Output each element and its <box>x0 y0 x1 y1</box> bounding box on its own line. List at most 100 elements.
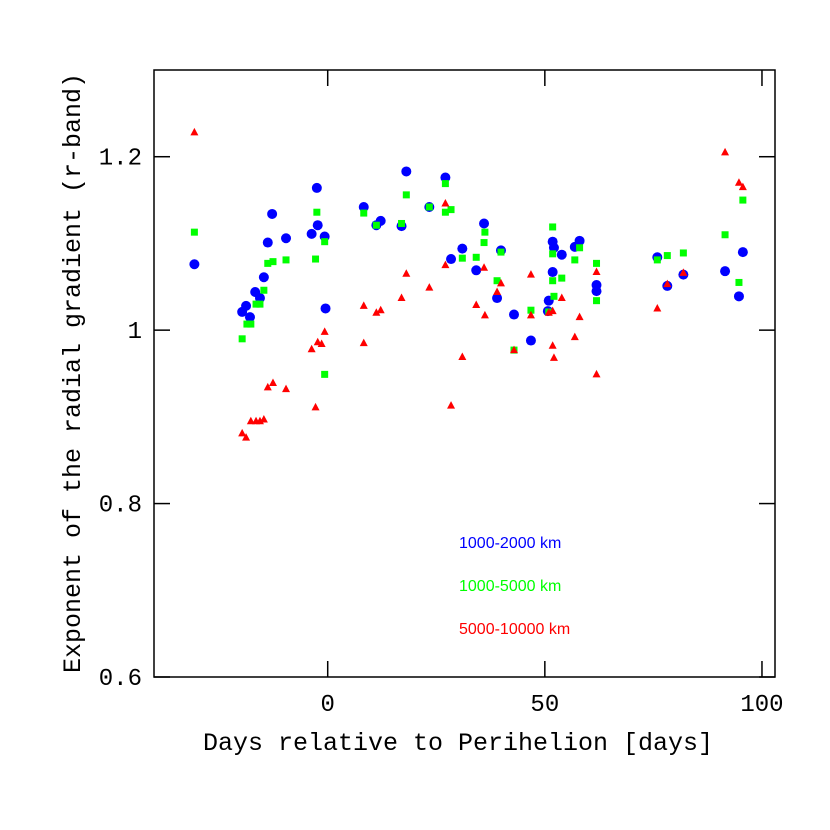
point <box>372 308 381 316</box>
point <box>492 293 503 304</box>
point <box>446 254 457 265</box>
point <box>575 312 584 321</box>
point <box>480 239 488 247</box>
point <box>238 335 246 343</box>
point <box>509 309 520 320</box>
point <box>574 235 585 246</box>
x-tick-label: 50 <box>530 692 559 719</box>
point <box>550 292 558 300</box>
point <box>402 269 411 277</box>
point <box>317 339 326 348</box>
point <box>425 203 433 211</box>
y-axis-title: Exponent of the radial gradient (r-band) <box>59 73 88 673</box>
point <box>397 293 406 302</box>
point <box>527 306 535 314</box>
point <box>739 196 747 204</box>
point <box>259 414 268 423</box>
point <box>307 344 316 353</box>
point <box>571 256 579 264</box>
point <box>320 303 331 314</box>
point <box>720 266 731 277</box>
point <box>262 237 273 248</box>
point <box>447 206 455 214</box>
point <box>252 300 260 308</box>
point <box>557 293 566 302</box>
point <box>592 267 601 276</box>
point <box>558 274 566 282</box>
point <box>258 272 269 283</box>
point <box>263 382 272 391</box>
point <box>493 287 502 295</box>
point <box>497 248 505 256</box>
point <box>306 228 317 239</box>
point <box>247 320 255 328</box>
x-tick-label: 0 <box>321 692 335 719</box>
point <box>480 263 489 271</box>
point <box>282 384 291 393</box>
point <box>458 254 466 262</box>
point <box>570 332 579 341</box>
point <box>372 221 380 229</box>
point <box>479 218 490 229</box>
point <box>242 433 251 441</box>
point <box>526 270 535 278</box>
point <box>441 199 450 207</box>
point <box>311 182 322 193</box>
point <box>496 278 505 287</box>
point <box>593 259 601 267</box>
point <box>591 286 602 297</box>
point <box>360 209 368 217</box>
point <box>493 277 501 285</box>
point <box>549 353 558 361</box>
point <box>264 259 272 267</box>
point <box>401 166 412 177</box>
point <box>548 306 557 315</box>
point <box>282 256 290 264</box>
plot-frame <box>153 69 776 678</box>
point <box>313 208 321 216</box>
point <box>548 242 559 253</box>
point <box>549 277 557 285</box>
y-tick-label: 0.8 <box>99 493 142 520</box>
point <box>653 256 661 264</box>
point <box>268 378 277 387</box>
point <box>281 233 292 244</box>
point <box>321 370 329 378</box>
point <box>447 401 456 409</box>
point <box>458 352 467 361</box>
point <box>721 231 729 239</box>
point <box>241 300 252 311</box>
point <box>549 250 557 258</box>
point <box>737 247 748 258</box>
point <box>663 279 672 288</box>
point <box>243 320 251 328</box>
point <box>679 268 688 276</box>
legend-entry: 1000-2000 km <box>459 535 561 552</box>
point <box>260 286 268 294</box>
point <box>526 310 535 319</box>
point <box>359 338 368 347</box>
y-tick-label: 0.6 <box>99 666 142 693</box>
point <box>402 191 410 199</box>
point <box>312 220 323 231</box>
x-axis-title: Days relative to Perihelion [days] <box>203 729 713 758</box>
point <box>189 259 200 270</box>
point <box>593 297 601 305</box>
point <box>481 228 489 236</box>
point <box>734 178 743 186</box>
point <box>653 303 662 312</box>
point <box>440 172 451 183</box>
point <box>256 300 264 308</box>
y-tick-label: 1.2 <box>99 146 142 173</box>
point <box>441 180 449 188</box>
point <box>311 402 320 411</box>
point <box>547 267 558 278</box>
point <box>679 249 687 257</box>
point <box>471 265 482 276</box>
point <box>721 147 730 156</box>
point <box>663 252 671 260</box>
point <box>733 291 744 302</box>
point <box>549 223 557 231</box>
point <box>425 283 434 291</box>
